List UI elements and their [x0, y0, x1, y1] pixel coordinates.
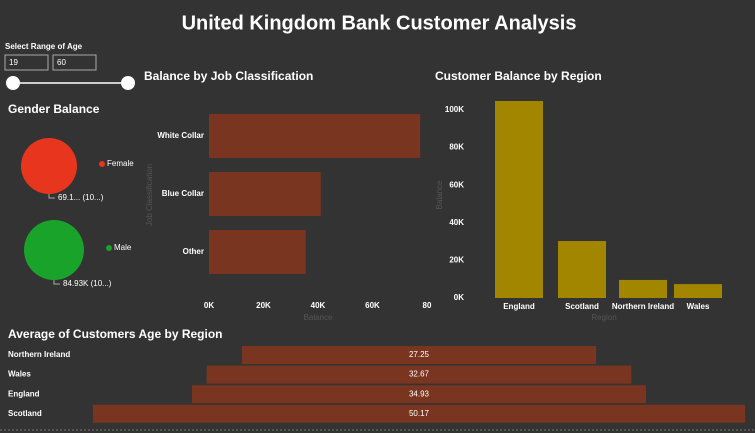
bar — [558, 241, 606, 298]
x-tick-label: 60K — [365, 301, 380, 310]
chart-title: Balance by Job Classification — [144, 69, 313, 83]
slicer-input[interactable] — [52, 54, 97, 71]
category-label: England — [8, 389, 40, 398]
slicer-to: 60 — [57, 58, 66, 67]
value-label: 27.25 — [409, 350, 430, 359]
bar — [209, 114, 421, 158]
chart-title: Customer Balance by Region — [435, 69, 602, 83]
y-tick-label: 20K — [449, 256, 464, 265]
bar — [209, 230, 306, 274]
value-label: 84.93K (10...) — [63, 279, 112, 288]
slicer-from: 19 — [9, 58, 18, 67]
value-label: 34.93 — [409, 389, 430, 398]
x-tick-label: Northern Ireland — [612, 302, 674, 311]
funnel-bar — [191, 385, 647, 404]
legend-dot — [99, 161, 105, 167]
x-tick-label: 0K — [204, 301, 214, 310]
y-tick-label: 100K — [445, 105, 464, 114]
value-label: 69.1... (10...) — [58, 193, 104, 202]
funnel-bar — [241, 346, 597, 364]
slider-handle[interactable] — [121, 76, 135, 90]
y-tick-label: Blue Collar — [162, 189, 204, 198]
y-tick-label: 40K — [449, 218, 464, 227]
bar — [495, 100, 543, 298]
page-title: United Kingdom Bank Customer Analysis — [182, 12, 577, 34]
value-label: 50.17 — [409, 409, 430, 418]
category-label: Northern Ireland — [8, 350, 70, 359]
y-tick-label: 0K — [454, 293, 464, 302]
pie-slice — [24, 220, 84, 280]
leader-line — [48, 194, 55, 199]
category-label: Scotland — [8, 409, 42, 418]
funnel-bar — [206, 365, 632, 384]
chart-title: Gender Balance — [8, 102, 100, 116]
x-tick-label: Scotland — [565, 302, 599, 311]
x-tick-label: Wales — [687, 302, 710, 311]
legend-label: Female — [107, 159, 134, 168]
y-tick-label: Other — [183, 247, 204, 256]
value-label: 32.67 — [409, 370, 430, 379]
category-label: Wales — [8, 370, 31, 379]
chart-title: Average of Customers Age by Region — [8, 327, 223, 341]
slicer-input[interactable] — [4, 54, 49, 71]
bar — [619, 279, 667, 298]
x-tick-label: 80 — [423, 301, 432, 310]
x-axis-title: Region — [591, 313, 616, 322]
legend-label: Male — [114, 243, 132, 252]
slicer-label: Select Range of Age — [5, 42, 83, 51]
x-tick-label: 20K — [256, 301, 271, 310]
bar — [674, 284, 722, 298]
bar — [209, 172, 321, 216]
y-axis-title: Job Classification — [145, 164, 154, 226]
leader-line — [53, 280, 60, 285]
y-tick-label: 80K — [449, 143, 464, 152]
x-tick-label: England — [503, 302, 535, 311]
y-axis-title: Balance — [435, 180, 444, 209]
y-tick-label: White Collar — [157, 131, 204, 140]
y-tick-label: 60K — [449, 180, 464, 189]
pie-slice — [21, 138, 77, 194]
x-tick-label: 40K — [311, 301, 326, 310]
slider-handle[interactable] — [6, 76, 20, 90]
legend-dot — [106, 245, 112, 251]
x-axis-title: Balance — [304, 313, 333, 322]
funnel-bar — [92, 404, 746, 423]
